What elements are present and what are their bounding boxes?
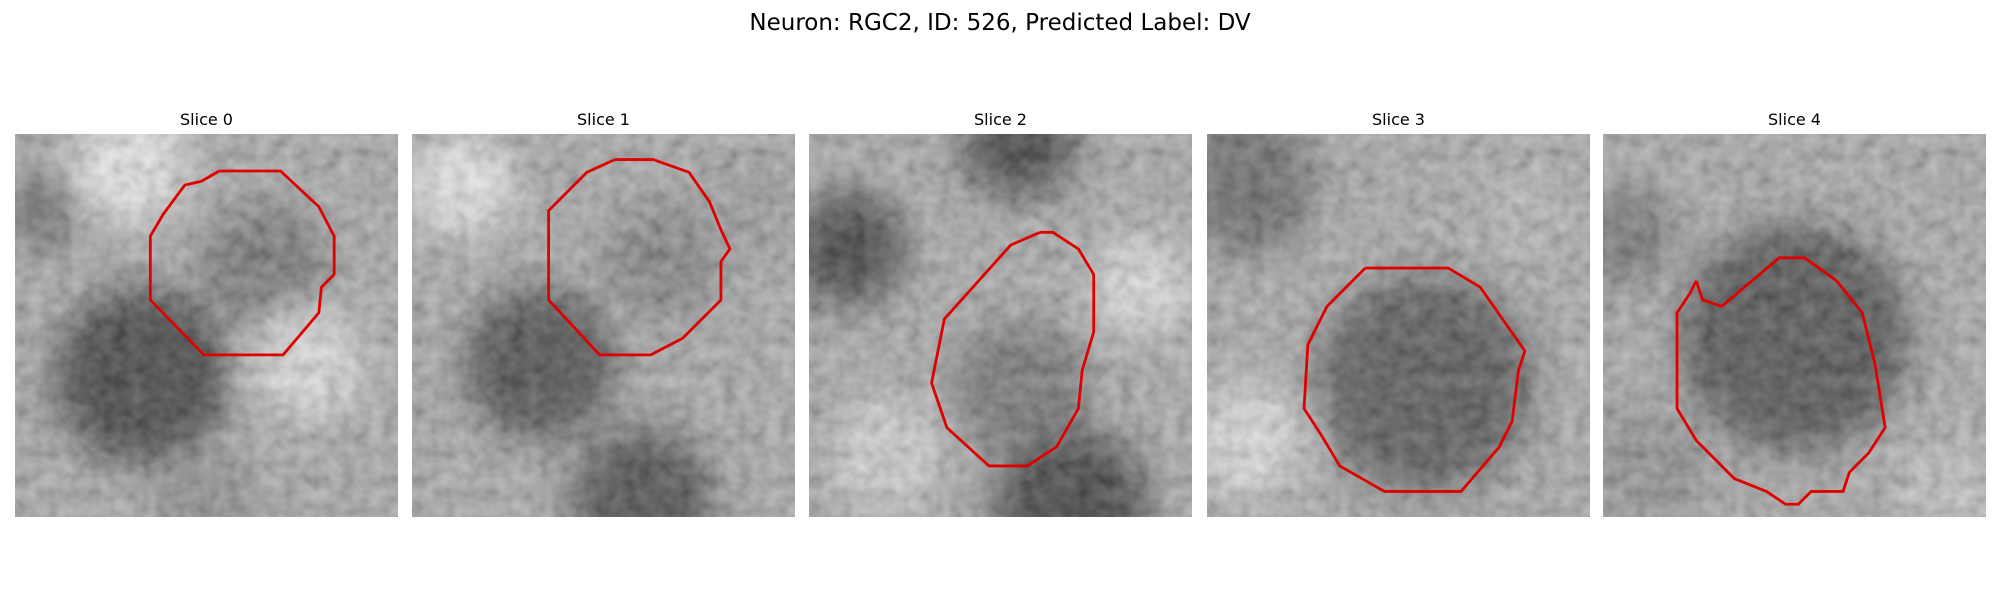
slice-image bbox=[1207, 134, 1590, 517]
panel-title: Slice 0 bbox=[180, 110, 233, 129]
image-noise bbox=[412, 134, 795, 517]
image-noise bbox=[15, 134, 398, 517]
slice-image bbox=[809, 134, 1192, 517]
slice-image bbox=[1603, 134, 1986, 517]
panel-title: Slice 1 bbox=[577, 110, 630, 129]
roi-contour bbox=[148, 169, 336, 357]
image-noise bbox=[809, 134, 1192, 517]
slice-image bbox=[15, 134, 398, 517]
image-noise bbox=[1603, 134, 1986, 517]
image-noise bbox=[1207, 134, 1590, 517]
roi-contour bbox=[547, 158, 732, 357]
roi-contour bbox=[1675, 256, 1887, 506]
roi-contour bbox=[1302, 266, 1527, 493]
panel-title: Slice 2 bbox=[974, 110, 1027, 129]
roi-contour bbox=[930, 230, 1096, 468]
figure-title: Neuron: RGC2, ID: 526, Predicted Label: … bbox=[749, 10, 1250, 36]
slice-image bbox=[412, 134, 795, 517]
panel-title: Slice 3 bbox=[1372, 110, 1425, 129]
panel-title: Slice 4 bbox=[1768, 110, 1821, 129]
